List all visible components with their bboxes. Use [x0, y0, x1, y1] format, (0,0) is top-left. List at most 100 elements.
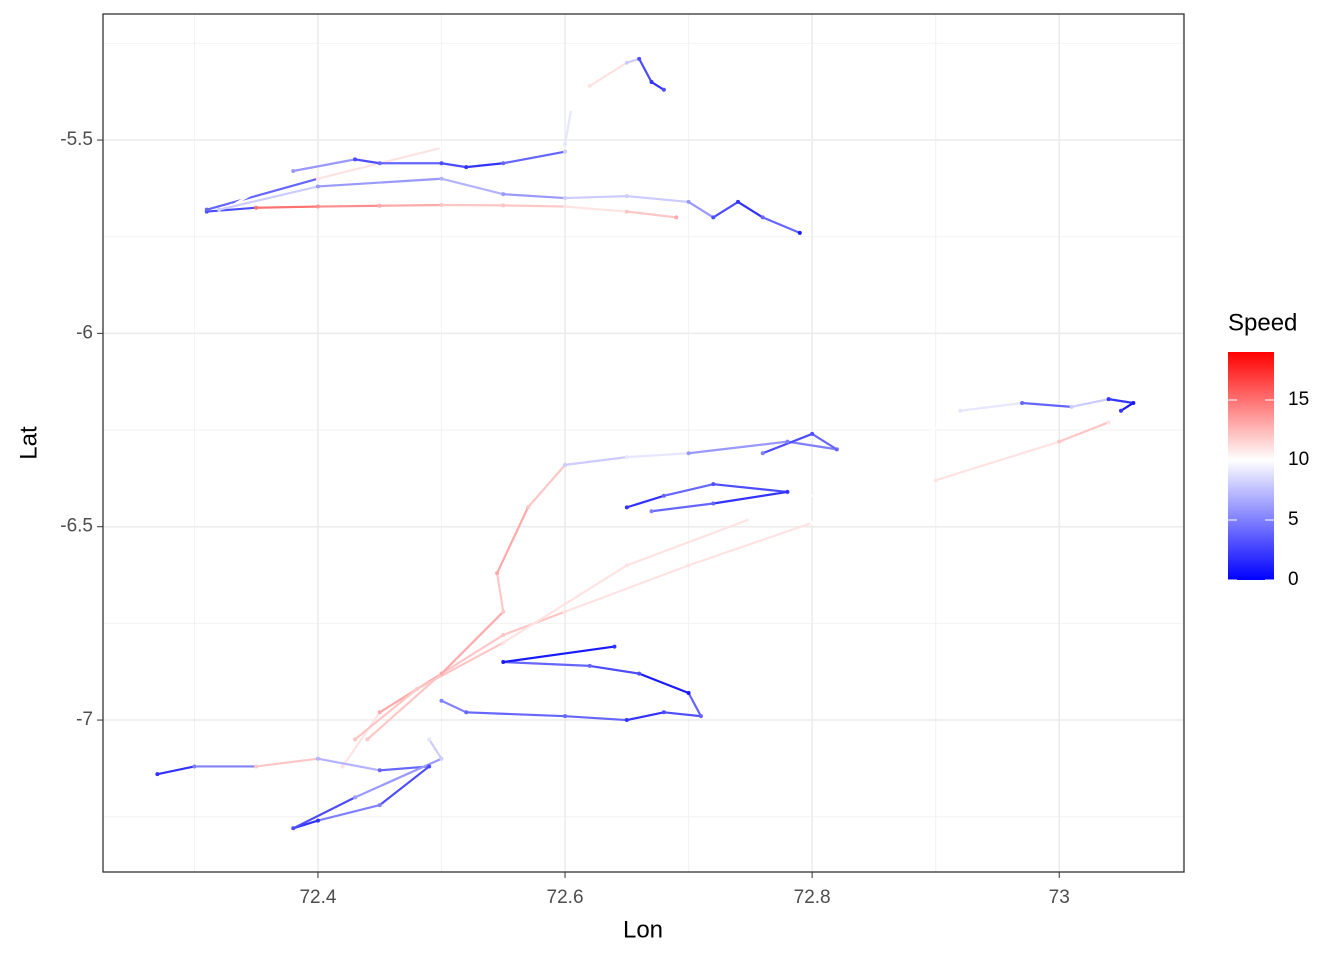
- track-segment: [1072, 399, 1109, 407]
- track-segment: [812, 480, 936, 523]
- track-segment: [713, 484, 787, 492]
- track-point: [872, 471, 876, 475]
- colorbar-tick-label: 0: [1288, 569, 1299, 590]
- track-point: [625, 194, 629, 198]
- track-segment: [689, 523, 813, 566]
- track-segment: [664, 712, 701, 716]
- track-point: [687, 691, 691, 695]
- track-point: [1107, 397, 1111, 401]
- track-segment: [417, 643, 503, 689]
- track-segment: [256, 759, 318, 767]
- track-point: [785, 440, 789, 444]
- track-point: [588, 664, 592, 668]
- track-point: [612, 645, 616, 649]
- track-point: [1057, 440, 1061, 444]
- track-segment: [367, 674, 441, 740]
- track-segment: [442, 144, 566, 148]
- track-point: [563, 610, 567, 614]
- y-tick-label: -6: [76, 322, 93, 343]
- track-point: [625, 210, 629, 214]
- track-point: [378, 161, 382, 165]
- track-point: [588, 84, 592, 88]
- track-point: [662, 710, 666, 714]
- track-point: [662, 494, 666, 498]
- track-segment: [652, 82, 664, 90]
- colorbar-tick-label: 5: [1288, 509, 1299, 530]
- track-point: [687, 451, 691, 455]
- y-tick-label: -7: [76, 709, 93, 730]
- track-point: [711, 215, 715, 219]
- track-point: [637, 672, 641, 676]
- track-segment: [528, 465, 565, 508]
- track-point: [440, 757, 444, 761]
- track-segment: [936, 442, 1060, 481]
- track-point: [378, 768, 382, 772]
- panel-border: [103, 14, 1184, 872]
- track-point: [365, 737, 369, 741]
- track-point: [958, 409, 962, 413]
- track-segment: [689, 693, 701, 716]
- track-point: [316, 184, 320, 188]
- track-segment: [590, 666, 639, 674]
- track-segment: [442, 179, 504, 194]
- track-point: [563, 463, 567, 467]
- track-segment: [442, 612, 504, 674]
- y-axis-label: Lat: [15, 426, 42, 460]
- track-point: [440, 203, 444, 207]
- track-point: [526, 505, 530, 509]
- track-point: [1070, 405, 1074, 409]
- track-segment: [503, 194, 565, 198]
- track-point: [427, 764, 431, 768]
- track-point: [934, 478, 938, 482]
- track-point: [205, 208, 209, 212]
- track-segment: [713, 202, 738, 217]
- track-point: [440, 146, 444, 150]
- x-tick-label: 72.4: [299, 887, 336, 908]
- track-segment: [960, 403, 1022, 411]
- track-segment: [380, 205, 442, 206]
- track-point: [501, 633, 505, 637]
- track-segment: [355, 159, 380, 163]
- x-tick-label: 72.6: [547, 887, 584, 908]
- track-segment: [503, 647, 614, 662]
- track-point: [501, 203, 505, 207]
- track-point: [563, 150, 567, 154]
- track-point: [687, 563, 691, 567]
- track-point: [427, 737, 431, 741]
- track-point: [378, 803, 382, 807]
- track-point: [440, 699, 444, 703]
- track-point: [440, 672, 444, 676]
- track-point: [625, 718, 629, 722]
- track-segment: [503, 152, 565, 164]
- track-point: [625, 455, 629, 459]
- track-segment: [627, 712, 664, 720]
- track-point: [810, 432, 814, 436]
- track-point: [291, 826, 295, 830]
- track-point: [798, 231, 802, 235]
- track-point: [761, 451, 765, 455]
- track-point: [495, 571, 499, 575]
- track-segment: [565, 109, 571, 144]
- track-point: [316, 177, 320, 181]
- track-point: [254, 764, 258, 768]
- track-segment: [466, 712, 565, 716]
- track-point: [291, 169, 295, 173]
- track-point: [1119, 409, 1123, 413]
- track-segment: [380, 766, 429, 805]
- legend-title: Speed: [1228, 309, 1297, 336]
- track-segment: [763, 217, 800, 232]
- track-point: [415, 687, 419, 691]
- track-point: [1131, 401, 1135, 405]
- track-segment: [1109, 399, 1134, 403]
- track-segment: [571, 86, 590, 109]
- track-point: [563, 714, 567, 718]
- track-point: [217, 208, 221, 212]
- track-point: [353, 157, 357, 161]
- track-segment: [318, 805, 380, 820]
- track-segment: [318, 206, 380, 207]
- track-segment: [429, 739, 441, 758]
- track-point: [155, 772, 159, 776]
- track-point: [835, 447, 839, 451]
- track-point: [1020, 401, 1024, 405]
- track-point: [748, 517, 752, 521]
